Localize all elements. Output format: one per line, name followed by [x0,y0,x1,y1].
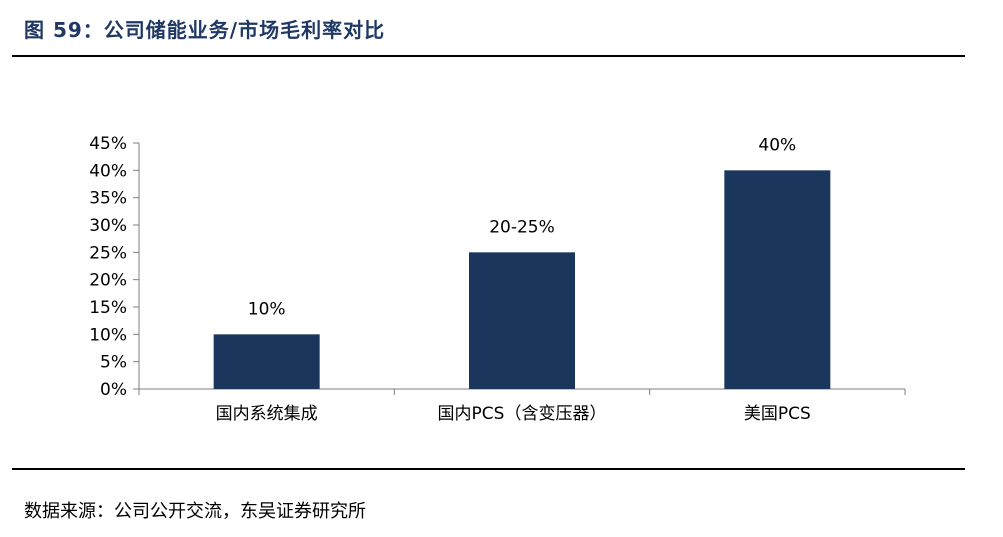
bar [724,170,831,389]
bar [213,334,320,389]
bar [469,252,575,389]
x-category-label: 美国PCS [744,404,811,424]
source-note: 数据来源：公司公开交流，东吴证券研究所 [24,501,366,522]
bars [213,170,831,389]
data-labels: 10% 20-25% 40% [248,135,796,319]
bottom-rule [12,468,965,470]
y-tick-label: 45% [89,134,127,154]
data-label: 40% [758,135,796,155]
x-category-label: 国内PCS（含变压器） [438,404,607,424]
y-tick-label: 40% [89,161,127,181]
y-tick-label: 10% [89,325,127,345]
y-tick-label: 0% [100,380,127,400]
data-label: 20-25% [489,217,555,237]
y-tick-label: 35% [89,189,127,209]
y-tick-label: 15% [89,298,127,318]
x-axis: 国内系统集成 国内PCS（含变压器） 美国PCS [138,388,906,424]
data-label: 10% [248,299,286,319]
y-tick-label: 5% [100,353,127,373]
y-tick-label: 20% [89,271,127,291]
y-tick-label: 30% [89,216,127,236]
y-tick-label: 25% [89,243,127,263]
top-rule [12,55,965,57]
x-category-label: 国内系统集成 [216,404,318,424]
figure-title: 图 59：公司储能业务/市场毛利率对比 [24,18,386,42]
y-axis: 0% 5% 10% 15% 20% 25% 30% 35% 40% 45% [89,134,140,400]
